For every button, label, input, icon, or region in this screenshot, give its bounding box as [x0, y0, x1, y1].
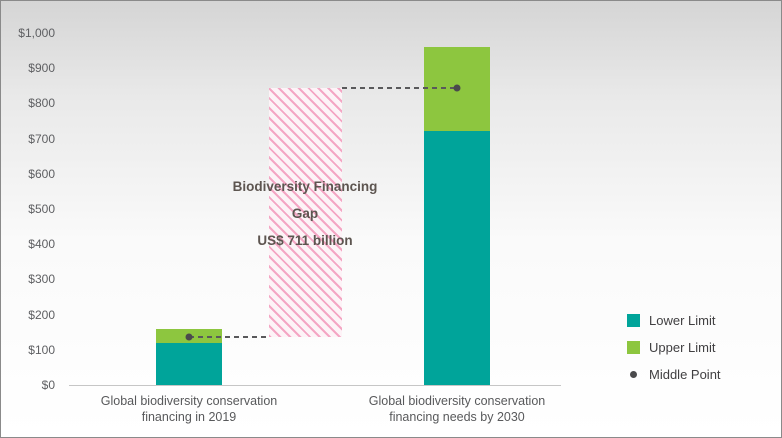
bar-segment-lower-limit [424, 130, 490, 385]
plot-area: Biodiversity Financing Gap US$ 711 billion [69, 33, 561, 386]
connector-dashed-line-right [342, 86, 457, 89]
y-axis: $0 $100 $200 $300 $400 $500 $600 $700 $800 $900 $1… [1, 26, 61, 392]
gap-label-line: US$ 711 billion [257, 233, 353, 248]
legend-square-swatch [627, 341, 640, 354]
legend-item: Lower Limit [627, 313, 721, 328]
legend: Lower Limit Upper Limit Middle Point [627, 313, 721, 394]
gap-label-line: Gap [291, 206, 319, 221]
legend-item: Middle Point [627, 367, 721, 382]
legend-square-swatch [627, 314, 640, 327]
bar-segment-lower-limit [156, 342, 222, 385]
y-tick-label: $500 [28, 202, 55, 216]
y-tick-label: $600 [28, 166, 55, 181]
legend-label: Lower Limit [649, 313, 716, 328]
y-tick-label: $100 [28, 342, 55, 357]
y-tick-label: $0 [41, 378, 55, 392]
legend-label: Upper Limit [649, 340, 716, 355]
x-category-label: Global biodiversity conservation financin… [317, 393, 597, 425]
gap-label-line: Biodiversity Financing [232, 179, 378, 194]
financing-gap-hatched-box [269, 87, 342, 338]
x-category-label-line: Global biodiversity conservation [100, 394, 278, 408]
x-category-label-line: financing in 2019 [141, 410, 237, 424]
connector-dashed-line-left [189, 336, 269, 339]
x-category-label-line: financing needs by 2030 [389, 410, 525, 424]
y-tick-label: $400 [28, 237, 55, 252]
y-tick-label: $1,000 [18, 26, 55, 40]
y-tick-label: $300 [28, 272, 55, 287]
financing-gap-label: Biodiversity Financing Gap US$ 711 billion [195, 173, 415, 254]
bar-2 [424, 33, 490, 385]
x-category-label: Global biodiversity conservation financin… [49, 393, 329, 425]
legend-dot-icon [630, 371, 637, 378]
y-tick-label: $200 [28, 307, 55, 322]
x-category-label-line: Global biodiversity conservation [368, 394, 546, 408]
legend-middle-point-swatch [627, 368, 640, 381]
y-tick-label: $900 [28, 61, 55, 76]
y-tick-label: $800 [28, 96, 55, 111]
legend-item: Upper Limit [627, 340, 721, 355]
y-tick-label: $700 [28, 131, 55, 146]
legend-label: Middle Point [649, 367, 721, 382]
middle-point-dot [185, 333, 193, 341]
middle-point-dot [453, 84, 461, 92]
